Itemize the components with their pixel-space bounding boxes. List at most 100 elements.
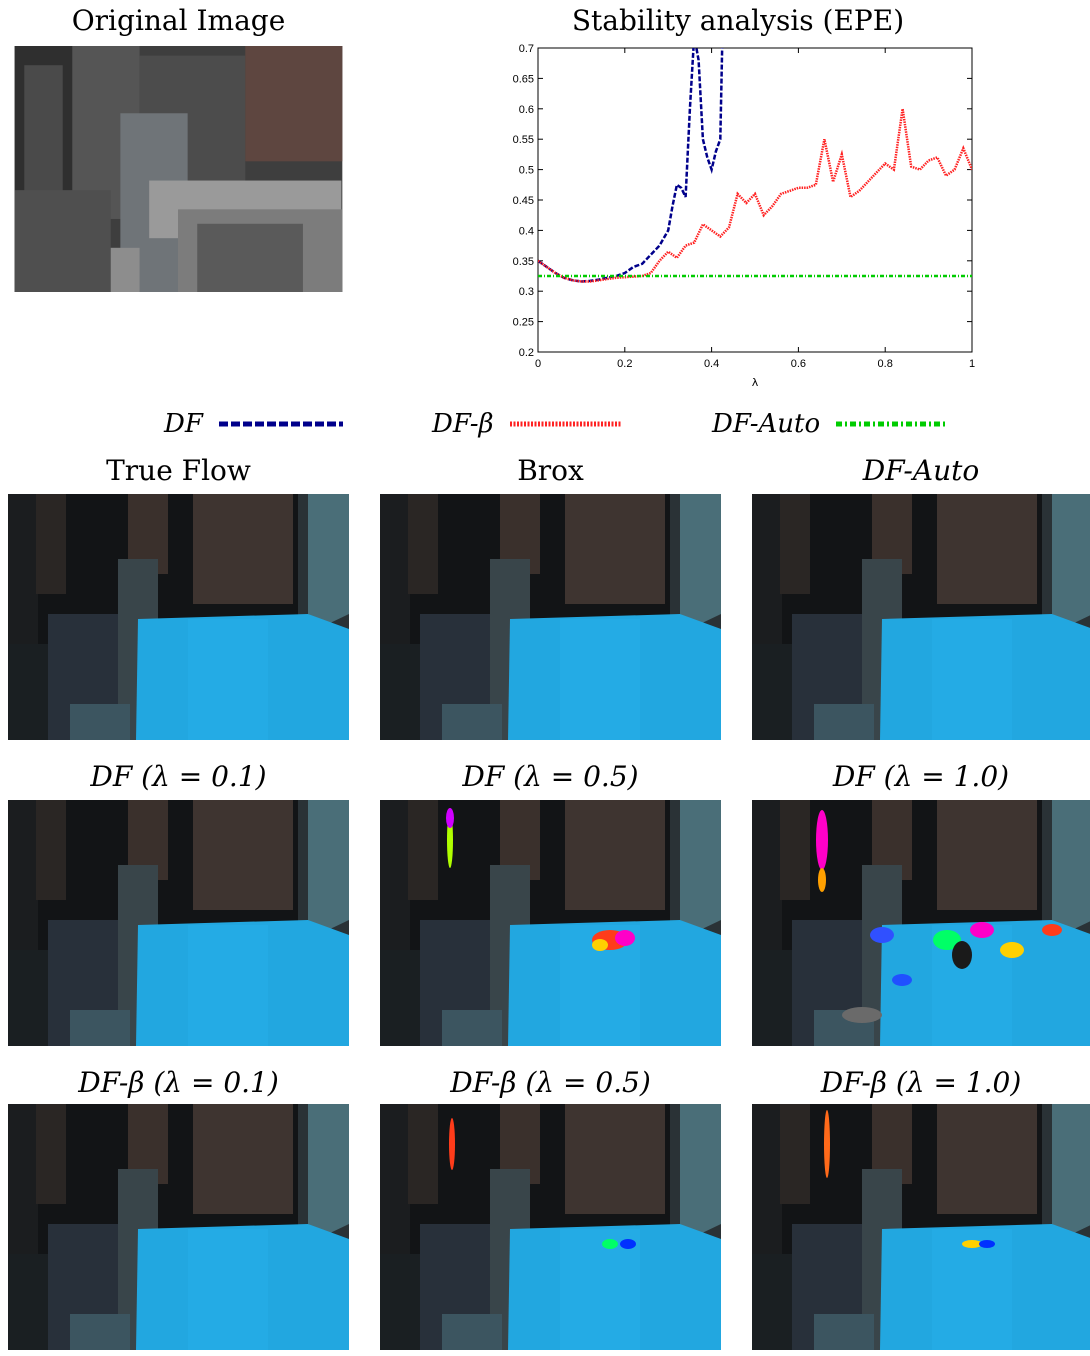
flow-region-2 <box>780 800 810 900</box>
legend-dfauto-swatch <box>836 421 949 427</box>
flow-region-4 <box>193 494 293 604</box>
flow-region-12 <box>188 1229 268 1350</box>
flow-region-2 <box>408 494 438 594</box>
flow-df-01 <box>8 800 349 1046</box>
flow-region-4 <box>937 1104 1037 1214</box>
flow-region-10 <box>380 644 420 740</box>
flow-region-6 <box>308 800 349 930</box>
flow-region-2 <box>780 494 810 594</box>
flow-region-4 <box>565 1104 665 1214</box>
flow-region-9 <box>70 704 130 740</box>
flow-region-2 <box>408 800 438 900</box>
legend-dfb: DF-β <box>432 406 626 442</box>
flow-df-auto-image <box>752 494 1090 740</box>
flow-region-6 <box>1052 1104 1090 1234</box>
flow-region-2 <box>36 494 66 594</box>
flow-dfb-10-artifact-1 <box>979 1240 995 1248</box>
flow-region-2 <box>408 1104 438 1204</box>
y-tick-label-8: 0.6 <box>519 104 534 116</box>
flow-region-10 <box>380 950 420 1046</box>
flow-dfb-10 <box>752 1104 1090 1350</box>
flow-region-9 <box>814 1314 874 1350</box>
flow-region-12 <box>188 619 268 740</box>
flow-region-9 <box>814 704 874 740</box>
flow-brox-image <box>380 494 721 740</box>
original-image <box>8 46 349 302</box>
flow-df-10-artifact-7 <box>816 810 828 870</box>
caption-dfb-10: DF-β (λ = 1.0) <box>820 1066 1022 1099</box>
y-tick-label-7: 0.55 <box>513 134 534 146</box>
y-tick-label-3: 0.35 <box>513 256 534 268</box>
flow-region-4 <box>193 1104 293 1214</box>
flow-df-10-artifact-1 <box>933 930 961 950</box>
legend-dfauto: DF-Auto <box>712 406 952 442</box>
caption-df-auto: DF-Auto <box>862 454 980 487</box>
flow-df-01-image <box>8 800 349 1046</box>
series-line-1 <box>538 108 972 283</box>
flow-region-10 <box>752 1254 792 1350</box>
flow-region-9 <box>70 1010 130 1046</box>
flow-df-10-artifact-0 <box>870 927 894 943</box>
flow-df-05-artifact-2 <box>592 939 608 951</box>
flow-df-10-artifact-5 <box>1000 942 1024 958</box>
flow-true-image <box>8 494 349 740</box>
series-line-0 <box>538 48 724 283</box>
caption-dfb-05: DF-β (λ = 0.5) <box>450 1066 651 1099</box>
flow-region-9 <box>442 1010 502 1046</box>
flow-region-6 <box>1052 494 1090 624</box>
flow-region-4 <box>565 800 665 910</box>
x-axis-label: λ <box>752 376 759 389</box>
chart-title: Stability analysis (EPE) <box>571 4 905 37</box>
flow-dfb-10-image <box>752 1104 1090 1350</box>
flow-dfb-01-image <box>8 1104 349 1350</box>
legend-df-label: DF <box>164 409 203 439</box>
flow-df-10-artifact-8 <box>818 868 826 892</box>
y-tick-label-9: 0.65 <box>513 73 534 85</box>
flow-region-10 <box>8 1254 48 1350</box>
caption-true-flow: True Flow <box>106 454 251 487</box>
y-tick-label-5: 0.45 <box>513 195 534 207</box>
flow-region-10 <box>752 644 792 740</box>
flow-df-10-artifact-4 <box>1042 924 1062 936</box>
stability-chart: 0.20.250.30.350.40.450.50.550.60.650.70 0… <box>513 43 975 389</box>
y-tick-label-4: 0.4 <box>519 225 534 237</box>
flow-df-10-image <box>752 800 1090 1046</box>
caption-df-10: DF (λ = 1.0) <box>832 760 1010 793</box>
x-tick-label-2: 0.4 <box>704 358 719 370</box>
x-tick-label-3: 0.6 <box>791 358 806 370</box>
legend-dfauto-label: DF-Auto <box>712 409 821 439</box>
flow-dfb-05-image <box>380 1104 721 1350</box>
flow-region-2 <box>36 800 66 900</box>
flow-df-05-artifact-1 <box>615 930 635 946</box>
flow-region-9 <box>442 1314 502 1350</box>
legend-df: DF <box>164 406 347 442</box>
flow-region-4 <box>193 800 293 910</box>
flow-df-10-artifact-6 <box>892 974 912 986</box>
flow-dfb-05 <box>380 1104 721 1350</box>
flow-dfb-01 <box>8 1104 349 1350</box>
flow-region-2 <box>780 1104 810 1204</box>
flow-df-10-artifact-9 <box>842 1007 882 1023</box>
flow-region-10 <box>752 950 792 1046</box>
flow-brox <box>380 494 721 740</box>
flow-true <box>8 494 349 740</box>
flow-df-05 <box>380 800 721 1046</box>
legend-df-swatch <box>218 421 343 427</box>
flow-df-auto <box>752 494 1090 740</box>
caption-original-image: Original Image <box>71 4 286 37</box>
flow-region-12 <box>560 1229 640 1350</box>
x-tick-label-1: 0.2 <box>617 358 632 370</box>
caption-df-05: DF (λ = 0.5) <box>462 760 639 793</box>
flow-df-10 <box>752 800 1090 1046</box>
y-tick-label-10: 0.7 <box>519 43 534 55</box>
x-tick-label-5: 1 <box>969 358 975 370</box>
x-tick-label-0: 0 <box>535 358 541 370</box>
flow-dfb-10-artifact-2 <box>824 1110 830 1178</box>
flow-region-4 <box>937 494 1037 604</box>
legend-dfb-swatch <box>509 421 622 427</box>
flow-region-9 <box>70 1314 130 1350</box>
flow-region-2 <box>36 1104 66 1204</box>
city-scene-image <box>14 46 343 292</box>
caption-dfb-01: DF-β (λ = 0.1) <box>78 1066 279 1099</box>
flow-region-6 <box>680 494 721 624</box>
